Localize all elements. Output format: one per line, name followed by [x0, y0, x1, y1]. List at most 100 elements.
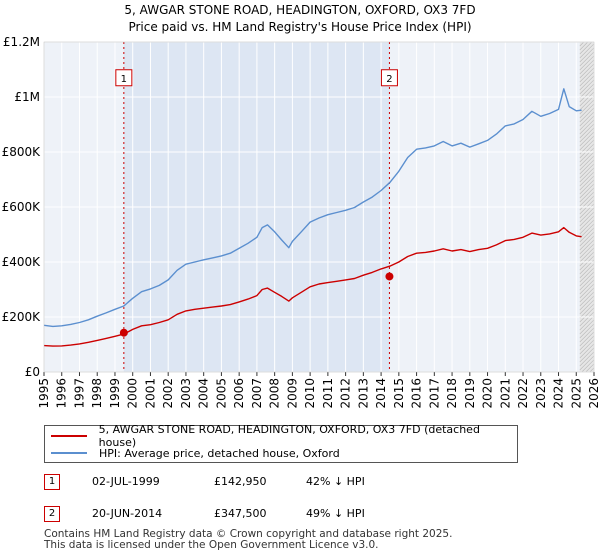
footer-copyright: Contains HM Land Registry data © Crown c… [44, 528, 453, 540]
forecast-hatch-line [579, 103, 595, 119]
price-chart: 5, AWGAR STONE ROAD, HEADINGTON, OXFORD,… [2, 3, 600, 409]
legend-label-property: 5, AWGAR STONE ROAD, HEADINGTON, OXFORD,… [98, 423, 480, 449]
forecast-hatch-line [579, 331, 595, 347]
forecast-hatch-line [579, 59, 595, 75]
forecast-hatch-line [579, 291, 595, 307]
forecast-hatch-line [579, 119, 595, 135]
x-tick-label: 2017 [427, 378, 441, 409]
forecast-hatch-line [579, 351, 595, 367]
x-tick-label: 2023 [534, 378, 548, 409]
forecast-hatch-line [579, 215, 595, 231]
forecast-hatch-line [589, 367, 595, 373]
forecast-hatch-line [579, 279, 595, 295]
forecast-hatch-line [579, 347, 595, 363]
y-tick-label: £600K [2, 200, 42, 214]
forecast-hatch-line [579, 195, 595, 211]
x-tick-label: 2006 [232, 378, 246, 409]
x-tick-label: 2020 [481, 378, 495, 409]
x-tick-label: 2000 [126, 378, 140, 409]
x-tick-label: 2001 [143, 378, 157, 409]
forecast-hatch-line [585, 363, 595, 373]
forecast-hatch-line [579, 151, 595, 167]
forecast-hatch-line [579, 323, 595, 339]
forecast-hatch-line [579, 207, 595, 223]
forecast-hatch-line [579, 47, 595, 63]
legend-item-hpi: HPI: Average price, detached house, Oxfo… [51, 445, 340, 461]
forecast-hatch-line [579, 41, 593, 55]
forecast-hatch-line [579, 315, 595, 331]
sale-2-point [385, 272, 394, 281]
forecast-hatch-line [579, 299, 595, 315]
forecast-hatch-line [579, 163, 595, 179]
footer: Contains HM Land Registry data © Crown c… [44, 529, 452, 551]
forecast-hatch-line [579, 251, 595, 267]
x-tick-label: 2021 [498, 378, 512, 409]
y-tick-label: £1M [14, 90, 40, 104]
forecast-hatch-line [579, 83, 595, 99]
sale-date: 02-JUL-1999 [92, 475, 160, 488]
x-tick-label: 2012 [339, 378, 353, 409]
sale-1-point [119, 328, 128, 337]
forecast-hatch-line [579, 63, 595, 79]
forecast-hatch-line [579, 271, 595, 287]
x-tick-label: 2014 [374, 378, 388, 409]
x-tick-label: 2025 [569, 378, 583, 409]
forecast-hatch-line [579, 319, 595, 335]
forecast-hatch-line [579, 131, 595, 147]
forecast-hatch-line [579, 147, 595, 163]
forecast-hatch-line [579, 143, 595, 159]
sale-hpi-diff: 42% ↓ HPI [306, 475, 365, 488]
sale-row-2: 2 20-JUN-2014 £347,500 49% ↓ HPI [44, 506, 464, 524]
forecast-hatch-line [579, 99, 595, 115]
forecast-hatch-line [579, 175, 595, 191]
x-tick-label: 2009 [285, 378, 299, 409]
forecast-hatch-line [579, 327, 595, 343]
forecast-hatch-line [579, 123, 595, 139]
sale-2-badge [380, 69, 398, 87]
x-tick-label: 2004 [197, 378, 211, 409]
forecast-hatch-line [579, 263, 595, 279]
x-tick-label: 2024 [552, 378, 566, 409]
x-tick-label: 2015 [392, 378, 406, 409]
x-tick-label: 2018 [445, 378, 459, 409]
sale-marker-label: 1 [44, 474, 60, 490]
y-tick-label: £200K [2, 310, 42, 324]
sale-price: £347,500 [214, 507, 267, 520]
forecast-hatch-line [579, 43, 595, 59]
forecast-hatch-line [579, 159, 595, 175]
sale-date: 20-JUN-2014 [92, 507, 163, 520]
forecast-hatch-line [579, 247, 595, 263]
y-tick-label: £800K [2, 145, 42, 159]
forecast-hatch-line [579, 187, 595, 203]
x-tick-label: 2013 [356, 378, 370, 409]
forecast-hatch-line [579, 339, 595, 355]
x-tick-label: 2005 [214, 378, 228, 409]
forecast-hatch-line [579, 91, 595, 107]
forecast-hatch-line [579, 235, 595, 251]
legend-label-hpi: HPI: Average price, detached house, Oxfo… [99, 446, 340, 460]
sale-2-badge-label: 2 [386, 74, 392, 85]
forecast-hatch-line [579, 55, 595, 71]
forecast-hatch-line [579, 355, 595, 371]
x-tick-label: 2002 [161, 378, 175, 409]
sale-1-badge [115, 69, 133, 87]
forecast-hatch-line [579, 223, 595, 239]
x-tick-label: 2016 [410, 378, 424, 409]
x-tick-label: 2022 [516, 378, 530, 409]
forecast-hatch-line [579, 287, 595, 303]
y-tick-label: £0 [25, 365, 40, 379]
forecast-hatch-line [579, 111, 595, 127]
x-tick-label: 2026 [587, 378, 600, 409]
forecast-hatch-line [579, 135, 595, 151]
sale-hpi-diff: 49% ↓ HPI [306, 507, 365, 520]
sale-price: £142,950 [214, 475, 267, 488]
forecast-hatch-line [579, 41, 589, 51]
legend-swatch-property [51, 435, 87, 437]
forecast-hatch-line [579, 179, 595, 195]
forecast-hatch-line [579, 267, 595, 283]
chart-title: 5, AWGAR STONE ROAD, HEADINGTON, OXFORD,… [124, 3, 475, 17]
y-tick-label: £400K [2, 255, 42, 269]
hpi-line [43, 88, 582, 328]
forecast-hatch-line [579, 335, 595, 351]
forecast-hatch-line [579, 243, 595, 259]
